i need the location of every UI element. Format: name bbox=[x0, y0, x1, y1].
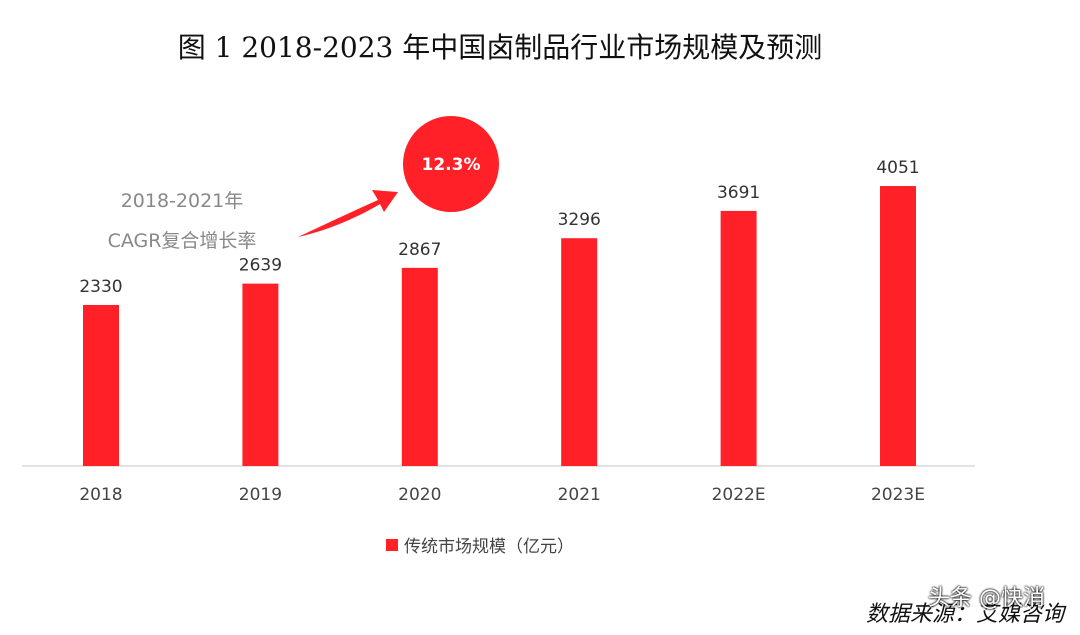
x-tick-2023E: 2023E bbox=[871, 485, 925, 505]
x-tick-2018: 2018 bbox=[79, 485, 122, 505]
cagr-arrow bbox=[298, 190, 398, 237]
cagr-circle bbox=[403, 116, 499, 212]
watermark: 头条 @快消 bbox=[928, 586, 1045, 611]
bar-2018 bbox=[83, 304, 119, 466]
value-label-2018: 2330 bbox=[79, 277, 122, 297]
x-tick-2021: 2021 bbox=[558, 485, 601, 505]
value-label-2020: 2867 bbox=[398, 240, 441, 260]
source-note: 数据来源：艾媒咨询 bbox=[865, 602, 1064, 627]
bar-2022E bbox=[720, 210, 757, 466]
value-label-2019: 2639 bbox=[239, 256, 282, 276]
bar-2019 bbox=[242, 283, 279, 466]
value-label-2022E: 3691 bbox=[717, 183, 760, 203]
chart-title: 图 1 2018-2023 年中国卤制品行业市场规模及预测 bbox=[177, 31, 823, 64]
bar-2023E bbox=[880, 186, 916, 466]
x-tick-2022E: 2022E bbox=[712, 485, 766, 505]
cagr-annotation: 2018-2021年 CAGR复合增长率 12.3% bbox=[108, 116, 499, 252]
cagr-label-line2: CAGR复合增长率 bbox=[108, 230, 257, 252]
legend-swatch bbox=[386, 538, 398, 551]
x-tick-2019: 2019 bbox=[239, 485, 282, 505]
bar-2020 bbox=[401, 267, 438, 466]
legend-label: 传统市场规模（亿元） bbox=[404, 537, 574, 557]
legend: 传统市场规模（亿元） bbox=[386, 532, 574, 557]
cagr-value: 12.3% bbox=[422, 155, 481, 175]
value-label-2023E: 4051 bbox=[876, 158, 919, 178]
value-label-2021: 3296 bbox=[558, 210, 601, 230]
cagr-label-line1: 2018-2021年 bbox=[121, 190, 244, 212]
bar-2021 bbox=[561, 238, 598, 466]
x-tick-2020: 2020 bbox=[398, 485, 441, 505]
